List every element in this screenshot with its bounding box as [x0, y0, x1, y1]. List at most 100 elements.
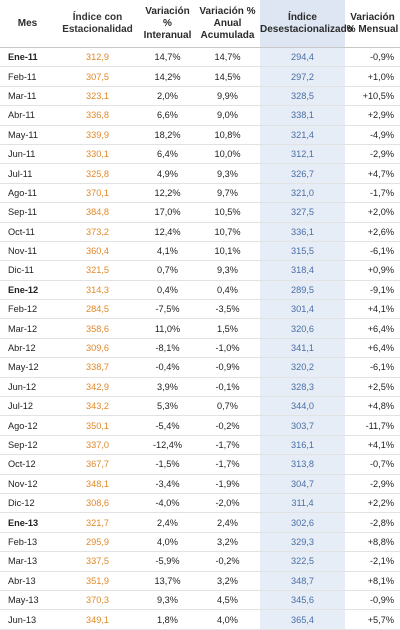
cell-interanual: 2,0% — [140, 86, 195, 107]
cell-acumulada: -0,1% — [195, 377, 260, 398]
cell-indice: 321,5 — [55, 260, 140, 281]
cell-mes: Feb-13 — [0, 532, 55, 553]
cell-mes: Abr-13 — [0, 571, 55, 591]
header-variacion-mensual: Variación % Mensual — [345, 0, 400, 48]
cell-mes: Mar-11 — [0, 86, 55, 107]
cell-acumulada: 9,0% — [195, 105, 260, 126]
cell-indice: 325,8 — [55, 163, 140, 184]
cell-mensual: -2,8% — [345, 512, 400, 533]
cell-interanual: 12,2% — [140, 183, 195, 204]
cell-acumulada: -0,9% — [195, 357, 260, 378]
cell-mensual: +2,0% — [345, 202, 400, 223]
cell-mensual: +4,1% — [345, 435, 400, 456]
cell-acumulada: 0,4% — [195, 280, 260, 301]
cell-interanual: 14,7% — [140, 47, 195, 68]
cell-interanual: 2,4% — [140, 512, 195, 533]
table-row: Nov-12 348,1 -3,4% -1,9% 304,7 -2,9% — [0, 474, 400, 494]
cell-desestacionalizado: 316,1 — [260, 435, 345, 456]
table-row: Jul-11 325,8 4,9% 9,3% 326,7 +4,7% — [0, 163, 400, 184]
cell-mes: Ago-12 — [0, 415, 55, 436]
cell-mensual: +8,8% — [345, 532, 400, 553]
cell-mes: Nov-12 — [0, 474, 55, 494]
cell-acumulada: 9,3% — [195, 260, 260, 281]
cell-desestacionalizado: 348,7 — [260, 571, 345, 591]
cell-interanual: -3,4% — [140, 474, 195, 494]
cell-interanual: 9,3% — [140, 590, 195, 611]
table-row: May-11 339,9 18,2% 10,8% 321,4 -4,9% — [0, 125, 400, 145]
cell-mensual: +2,9% — [345, 105, 400, 126]
cell-desestacionalizado: 311,4 — [260, 493, 345, 514]
cell-desestacionalizado: 320,6 — [260, 318, 345, 339]
cell-desestacionalizado: 320,2 — [260, 357, 345, 378]
cell-acumulada: -1,7% — [195, 435, 260, 456]
cell-desestacionalizado: 345,6 — [260, 590, 345, 611]
cell-desestacionalizado: 326,7 — [260, 163, 345, 184]
table-row: Ene-12 314,3 0,4% 0,4% 289,5 -9,1% — [0, 280, 400, 301]
cell-desestacionalizado: 344,0 — [260, 396, 345, 417]
cell-mes: Feb-11 — [0, 66, 55, 87]
cell-mes: Ene-12 — [0, 280, 55, 301]
cell-interanual: 3,9% — [140, 377, 195, 398]
table-row: Abr-11 336,8 6,6% 9,0% 338,1 +2,9% — [0, 105, 400, 126]
cell-indice: 339,9 — [55, 125, 140, 145]
table-row: Jul-12 343,2 5,3% 0,7% 344,0 +4,8% — [0, 396, 400, 417]
cell-indice: 370,1 — [55, 183, 140, 204]
cell-mensual: +2,5% — [345, 377, 400, 398]
cell-mensual: -6,1% — [345, 241, 400, 262]
cell-acumulada: 10,8% — [195, 125, 260, 145]
table-row: Abr-13 351,9 13,7% 3,2% 348,7 +8,1% — [0, 571, 400, 591]
cell-desestacionalizado: 315,5 — [260, 241, 345, 262]
cell-desestacionalizado: 327,5 — [260, 202, 345, 223]
cell-indice: 314,3 — [55, 280, 140, 301]
cell-desestacionalizado: 365,4 — [260, 609, 345, 630]
cell-acumulada: 1,5% — [195, 318, 260, 339]
cell-mes: Jun-13 — [0, 609, 55, 630]
cell-interanual: 0,7% — [140, 260, 195, 281]
cell-mes: Sep-11 — [0, 202, 55, 223]
cell-interanual: -5,4% — [140, 415, 195, 436]
cell-mensual: +4,1% — [345, 299, 400, 320]
cell-acumulada: 4,5% — [195, 590, 260, 611]
cell-interanual: -1,5% — [140, 454, 195, 475]
cell-mensual: -0,7% — [345, 454, 400, 475]
cell-mensual: -1,7% — [345, 183, 400, 204]
cell-mensual: +6,4% — [345, 338, 400, 359]
table-row: Oct-11 373,2 12,4% 10,7% 336,1 +2,6% — [0, 222, 400, 242]
cell-indice: 351,9 — [55, 571, 140, 591]
cell-mensual: +5,7% — [345, 609, 400, 630]
cell-desestacionalizado: 312,1 — [260, 144, 345, 165]
cell-indice: 360,4 — [55, 241, 140, 262]
cell-acumulada: 10,7% — [195, 222, 260, 242]
cell-mes: Nov-11 — [0, 241, 55, 262]
cell-interanual: 11,0% — [140, 318, 195, 339]
cell-mensual: +10,5% — [345, 86, 400, 107]
table-row: Jun-13 349,1 1,8% 4,0% 365,4 +5,7% — [0, 609, 400, 630]
cell-indice: 348,1 — [55, 474, 140, 494]
cell-acumulada: 3,2% — [195, 532, 260, 553]
cell-acumulada: -1,9% — [195, 474, 260, 494]
cell-desestacionalizado: 341,1 — [260, 338, 345, 359]
cell-indice: 342,9 — [55, 377, 140, 398]
cell-desestacionalizado: 338,1 — [260, 105, 345, 126]
cell-acumulada: -1,7% — [195, 454, 260, 475]
cell-indice: 307,5 — [55, 66, 140, 87]
cell-desestacionalizado: 301,4 — [260, 299, 345, 320]
cell-desestacionalizado: 318,4 — [260, 260, 345, 281]
cell-interanual: -12,4% — [140, 435, 195, 456]
cell-indice: 308,6 — [55, 493, 140, 514]
cell-interanual: 12,4% — [140, 222, 195, 242]
cell-interanual: 1,8% — [140, 609, 195, 630]
cell-mensual: +2,2% — [345, 493, 400, 514]
cell-interanual: 17,0% — [140, 202, 195, 223]
table-row: Feb-13 295,9 4,0% 3,2% 329,3 +8,8% — [0, 532, 400, 553]
cell-mes: May-11 — [0, 125, 55, 145]
cell-acumulada: 3,2% — [195, 571, 260, 591]
cell-mes: Abr-12 — [0, 338, 55, 359]
cell-desestacionalizado: 328,5 — [260, 86, 345, 107]
table-body: Ene-11 312,9 14,7% 14,7% 294,4 -0,9% Feb-11 307… — [0, 47, 400, 630]
cell-acumulada: 2,4% — [195, 512, 260, 533]
cell-indice: 337,0 — [55, 435, 140, 456]
cell-interanual: 18,2% — [140, 125, 195, 145]
